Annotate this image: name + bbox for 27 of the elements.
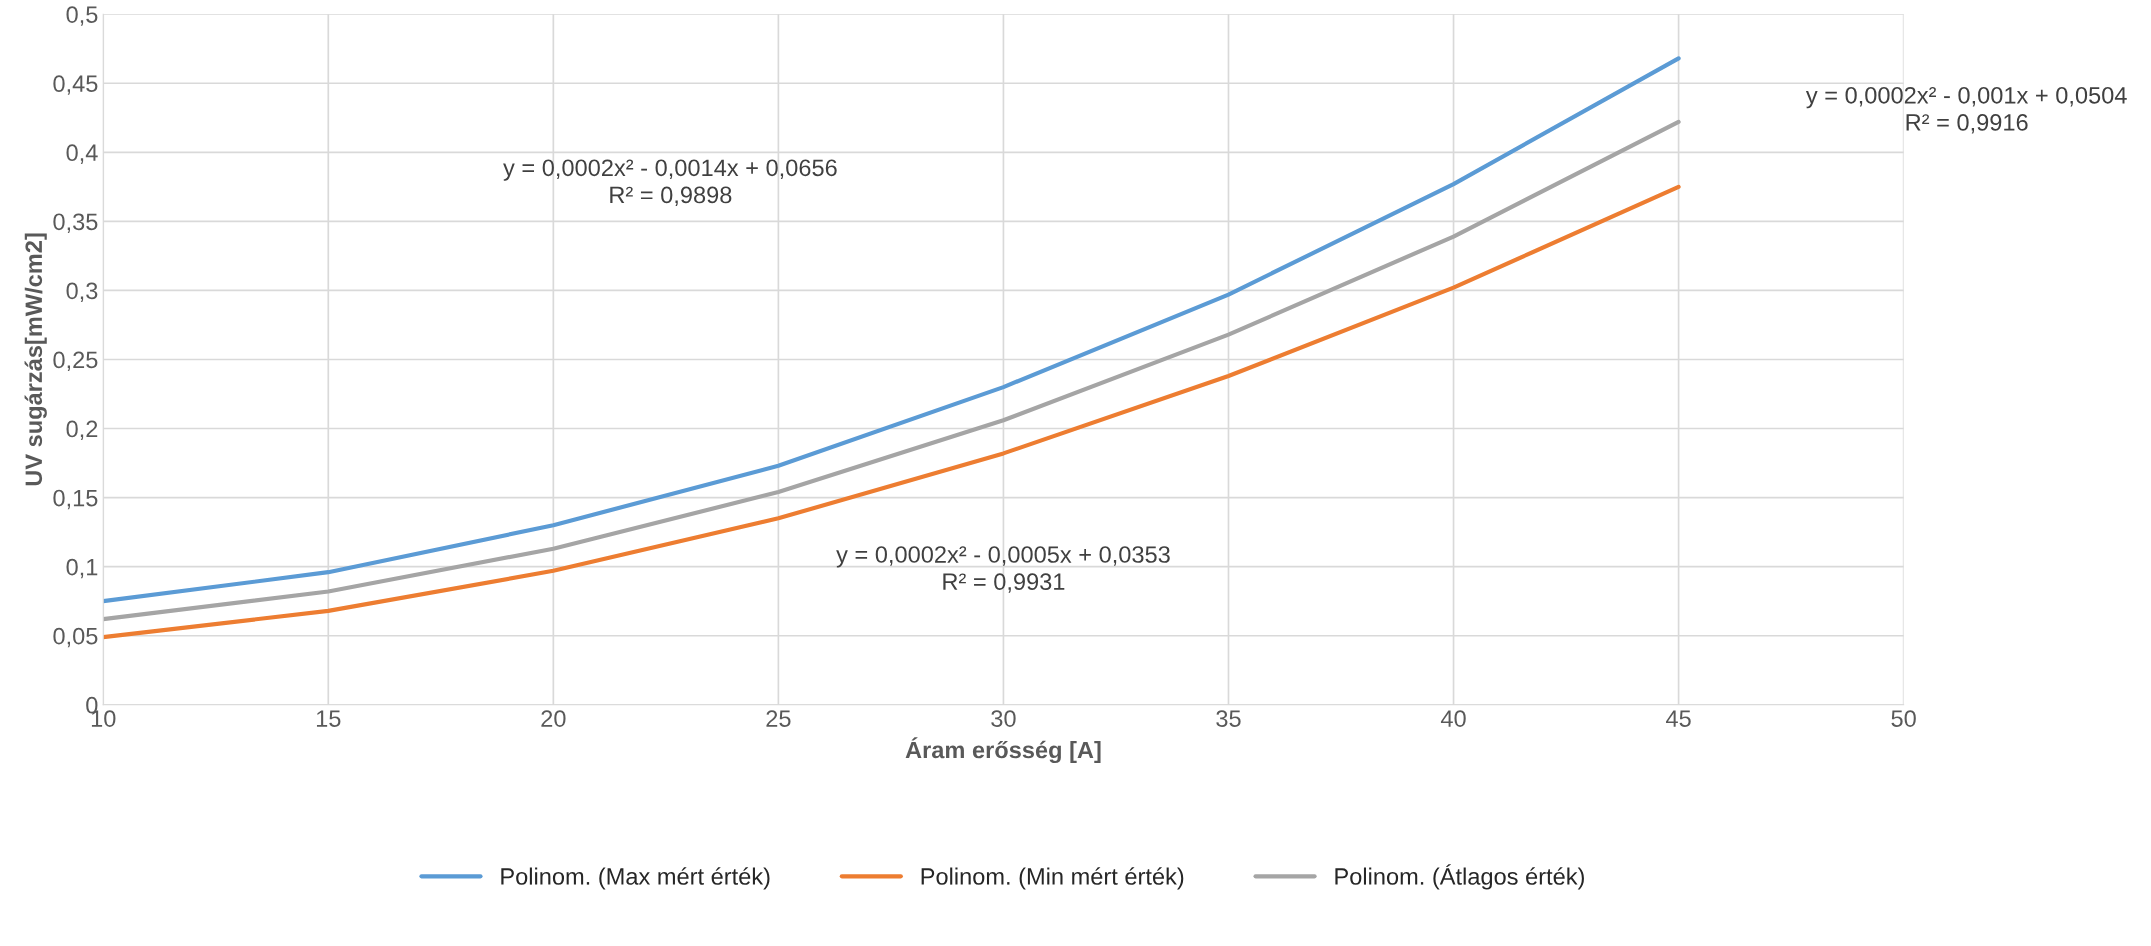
legend-label: Polinom. (Min mért érték) — [921, 867, 1184, 890]
x-tick-label: 25 — [766, 710, 791, 727]
y-axis-title: UV sugárzás[mW/cm2] — [24, 233, 47, 486]
y-tick-label: 0,45 — [53, 75, 98, 95]
x-tick-label: 15 — [316, 710, 341, 727]
x-tick-label: 20 — [541, 710, 566, 727]
x-axis-title: Áram erősség [A] — [905, 737, 1101, 764]
y-tick-label: 0,25 — [53, 351, 98, 372]
line-series — [103, 184, 1681, 640]
y-tick-label: 0,35 — [53, 213, 98, 233]
y-tick-label: 0,1 — [66, 558, 98, 579]
annotation: y = 0,0002x² - 0,0014x + 0,0656 R² = 0,9898 — [503, 159, 837, 207]
y-tick-label: 0,5 — [66, 6, 98, 26]
annotation: y = 0,0002x² - 0,0005x + 0,0353 R² = 0,9931 — [836, 546, 1170, 593]
x-tick-label: 40 — [1440, 710, 1466, 727]
x-tick-label: 30 — [991, 710, 1016, 727]
y-tick-label: 0,15 — [53, 489, 98, 510]
x-tick-label: 50 — [1891, 710, 1916, 727]
y-tick-label: 0,3 — [66, 282, 98, 302]
x-tick-label: 45 — [1666, 710, 1691, 727]
y-tick-label: 0,05 — [53, 627, 98, 648]
y-tick-label: 0,4 — [66, 144, 98, 164]
legend-label: Polinom. (Max mért érték) — [501, 867, 770, 890]
annotation: y = 0,0002x² - 0,001x + 0,0504 R² = 0,9916 — [1805, 86, 2127, 134]
x-tick-label: 35 — [1216, 710, 1241, 727]
legend-label: Polinom. (Átlagos érték) — [1335, 864, 1584, 890]
y-tick-label: 0,2 — [66, 420, 98, 441]
